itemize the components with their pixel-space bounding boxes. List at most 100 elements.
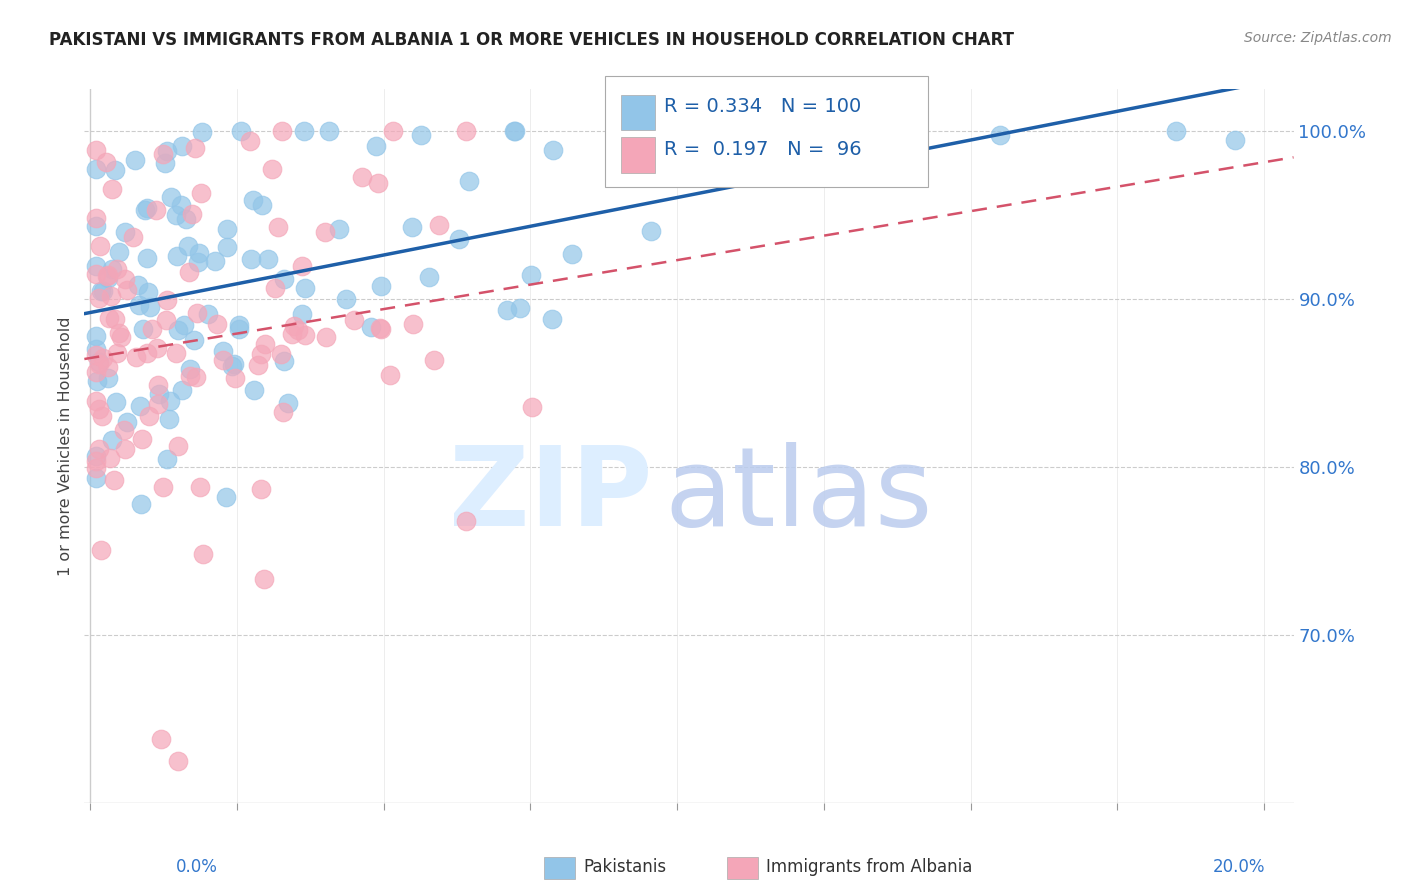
- Point: [139, 300, 162, 314]
- Point: [121, 230, 143, 244]
- Point: [104, 162, 127, 177]
- Point: [127, 277, 149, 292]
- Point: [87, 401, 110, 416]
- Point: [114, 225, 136, 239]
- Point: [543, 143, 565, 157]
- Text: Pakistanis: Pakistanis: [583, 858, 666, 876]
- Point: [813, 129, 835, 144]
- Point: [246, 358, 269, 372]
- Point: [173, 318, 195, 332]
- Point: [138, 285, 160, 300]
- Point: [640, 224, 662, 238]
- Point: [222, 357, 245, 371]
- Point: [167, 323, 190, 337]
- Point: [84, 268, 107, 282]
- Point: [221, 359, 243, 373]
- Point: [224, 371, 246, 385]
- Point: [280, 326, 302, 341]
- Point: [370, 321, 392, 335]
- Point: [184, 141, 207, 155]
- Point: [257, 252, 280, 267]
- Point: [402, 317, 425, 331]
- Point: [155, 312, 177, 326]
- Point: [378, 368, 401, 383]
- Point: [335, 292, 357, 306]
- Point: [84, 471, 107, 485]
- Point: [84, 450, 107, 464]
- Point: [177, 239, 200, 253]
- Point: [190, 480, 212, 494]
- Point: [181, 207, 204, 221]
- Point: [101, 433, 124, 447]
- Text: Source: ZipAtlas.com: Source: ZipAtlas.com: [1244, 31, 1392, 45]
- Point: [250, 482, 273, 496]
- Point: [409, 128, 432, 143]
- Point: [89, 238, 111, 252]
- Point: [84, 329, 107, 343]
- Point: [458, 174, 481, 188]
- Point: [110, 330, 132, 344]
- Point: [136, 201, 159, 215]
- Point: [1166, 124, 1188, 138]
- Point: [364, 139, 387, 153]
- Point: [215, 491, 238, 505]
- Point: [179, 362, 201, 376]
- Point: [447, 232, 470, 246]
- Point: [294, 328, 316, 343]
- Point: [84, 259, 107, 273]
- Point: [211, 352, 233, 367]
- Point: [84, 365, 107, 379]
- Point: [381, 124, 404, 138]
- Point: [96, 268, 118, 282]
- Point: [97, 271, 120, 285]
- Point: [174, 212, 197, 227]
- Point: [540, 311, 562, 326]
- Point: [253, 572, 276, 586]
- Y-axis label: 1 or more Vehicles in Household: 1 or more Vehicles in Household: [58, 317, 73, 575]
- Point: [156, 293, 179, 308]
- Point: [315, 330, 337, 344]
- Point: [91, 409, 114, 423]
- Point: [86, 374, 108, 388]
- Point: [239, 252, 262, 266]
- Point: [1223, 132, 1246, 146]
- Point: [292, 124, 315, 138]
- Point: [270, 124, 292, 138]
- Point: [167, 754, 190, 768]
- Point: [104, 394, 127, 409]
- Point: [183, 333, 205, 347]
- Point: [97, 371, 120, 385]
- Point: [96, 269, 118, 284]
- Point: [84, 219, 107, 234]
- Point: [145, 202, 167, 217]
- Point: [125, 351, 148, 365]
- Point: [152, 147, 174, 161]
- Point: [124, 153, 146, 167]
- Point: [167, 439, 190, 453]
- Point: [131, 432, 153, 446]
- Point: [115, 284, 138, 298]
- Point: [100, 289, 122, 303]
- Point: [253, 337, 276, 351]
- Point: [84, 461, 107, 475]
- Point: [97, 360, 120, 375]
- Point: [149, 731, 172, 746]
- Text: 20.0%: 20.0%: [1213, 858, 1265, 876]
- Point: [170, 384, 193, 398]
- Point: [108, 245, 131, 260]
- Point: [187, 255, 209, 269]
- Point: [229, 124, 252, 138]
- Point: [242, 383, 264, 397]
- Point: [328, 222, 350, 236]
- Point: [242, 193, 264, 207]
- Point: [561, 246, 583, 260]
- Point: [264, 281, 287, 295]
- Point: [100, 451, 122, 466]
- Point: [250, 198, 273, 212]
- Point: [129, 399, 152, 413]
- Point: [228, 318, 250, 332]
- Text: ZIP: ZIP: [450, 442, 652, 549]
- Point: [215, 222, 238, 236]
- Point: [91, 285, 114, 299]
- Point: [988, 128, 1011, 142]
